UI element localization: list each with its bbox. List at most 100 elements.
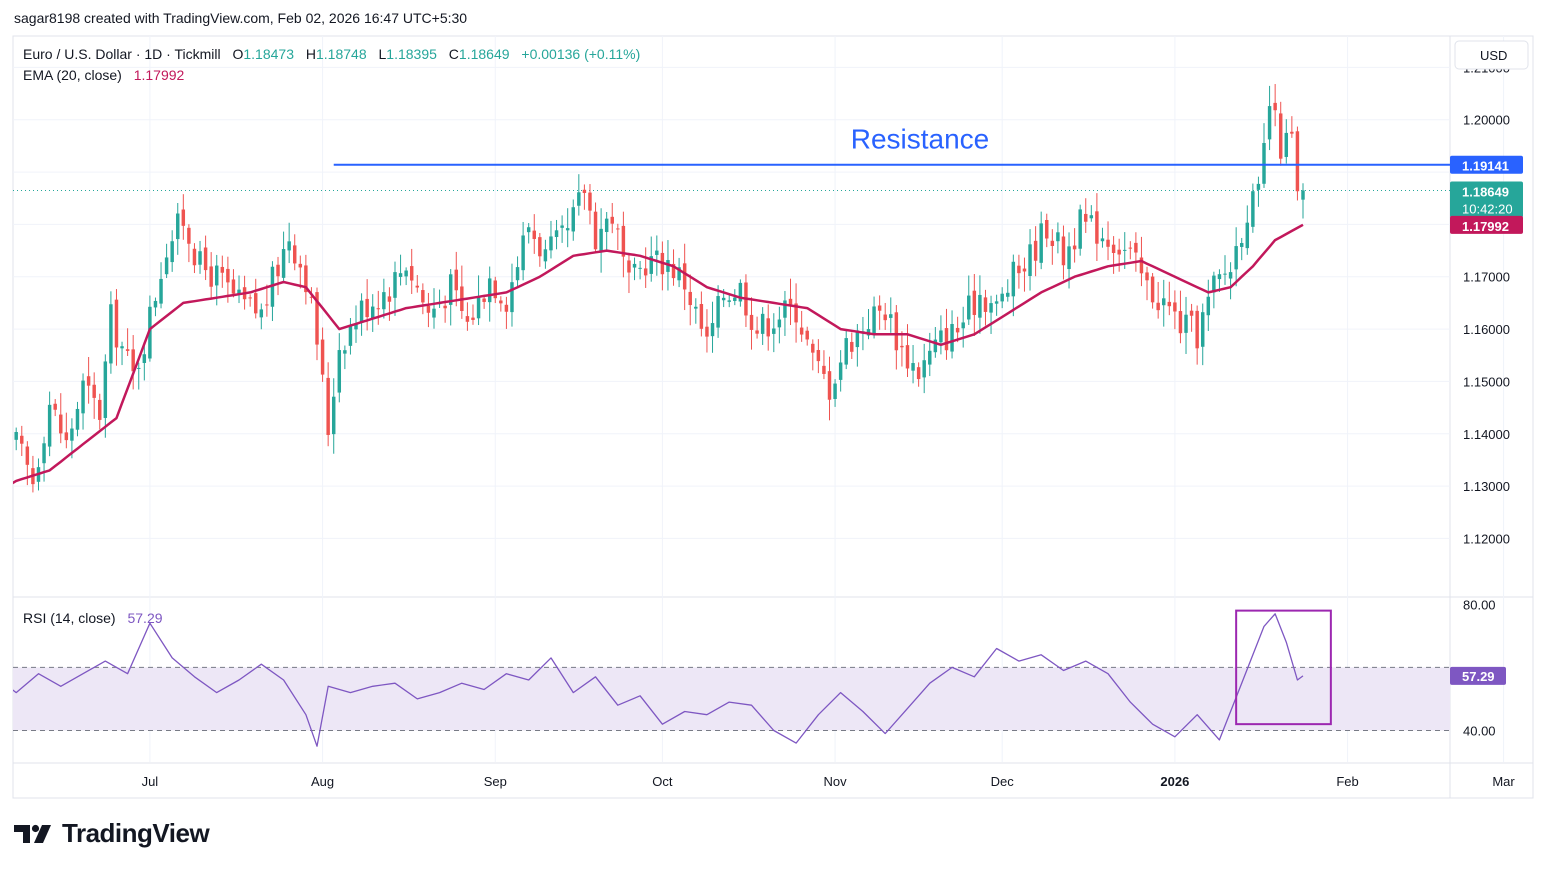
candle-body bbox=[1150, 276, 1155, 303]
candle-body bbox=[176, 213, 180, 240]
candle-body bbox=[1206, 296, 1211, 316]
candle-body bbox=[382, 292, 386, 310]
candle-body bbox=[131, 349, 135, 372]
candle-body bbox=[933, 339, 938, 353]
candle-body bbox=[521, 235, 525, 271]
currency-label: USD bbox=[1480, 48, 1507, 63]
candle-body bbox=[309, 296, 314, 298]
candle-body bbox=[699, 304, 704, 329]
candle-body bbox=[103, 361, 108, 418]
currency-badge[interactable] bbox=[1454, 40, 1529, 70]
candle-body bbox=[610, 216, 614, 224]
ema-badge-text: 1.17992 bbox=[1462, 219, 1509, 234]
candle-body bbox=[816, 350, 821, 362]
tradingview-logo[interactable]: TradingView bbox=[14, 818, 210, 849]
candle-body bbox=[1000, 293, 1004, 302]
candle-body bbox=[215, 265, 219, 286]
price-tick-label: 1.13000 bbox=[1463, 479, 1510, 494]
candle-body bbox=[365, 298, 369, 318]
candle-body bbox=[1061, 236, 1066, 266]
candle-body bbox=[928, 350, 932, 365]
candle-body bbox=[616, 228, 620, 230]
candle-body bbox=[142, 354, 147, 363]
candle-body bbox=[287, 241, 291, 251]
candle-body bbox=[1072, 245, 1077, 250]
candle-body bbox=[950, 323, 954, 352]
candle-body bbox=[649, 256, 653, 274]
open-label: O bbox=[232, 46, 243, 62]
candle-body bbox=[1045, 219, 1049, 239]
resistance-badge-text: 1.19141 bbox=[1462, 159, 1509, 174]
candle-body bbox=[64, 432, 69, 441]
candle-body bbox=[320, 339, 325, 375]
candle-body bbox=[75, 408, 80, 430]
candle-body bbox=[994, 301, 999, 304]
candle-body bbox=[359, 300, 364, 323]
candle-body bbox=[666, 260, 670, 272]
candle-body bbox=[922, 360, 926, 378]
rsi-tick-label: 80.00 bbox=[1463, 597, 1496, 612]
candle-body bbox=[705, 326, 709, 337]
candle-body bbox=[1095, 211, 1099, 244]
time-tick-label: Feb bbox=[1336, 774, 1358, 789]
candle-body bbox=[1128, 247, 1133, 249]
candle-body bbox=[1228, 272, 1233, 279]
resistance-badge bbox=[1450, 155, 1523, 174]
price-tick-label: 1.17000 bbox=[1463, 270, 1510, 285]
rsi-line bbox=[13, 613, 1304, 747]
candle-body bbox=[259, 309, 264, 318]
candle-body bbox=[955, 327, 960, 333]
candle-body bbox=[393, 272, 397, 298]
candle-body bbox=[766, 318, 770, 337]
candle-body bbox=[543, 249, 548, 262]
candle-body bbox=[331, 396, 336, 435]
close-label: C bbox=[449, 46, 459, 62]
candle-body bbox=[1256, 183, 1261, 190]
candle-body bbox=[499, 300, 503, 304]
price-tick-label: 1.15000 bbox=[1463, 374, 1510, 389]
price-tick-label: 1.14000 bbox=[1463, 427, 1510, 442]
candle-body bbox=[443, 305, 447, 309]
candle-body bbox=[1078, 209, 1082, 249]
candle-body bbox=[254, 293, 258, 314]
candle-body bbox=[532, 230, 536, 239]
candle-body bbox=[70, 428, 74, 441]
candle-body bbox=[1167, 301, 1172, 307]
candle-body bbox=[1156, 302, 1160, 311]
candle-body bbox=[643, 268, 648, 276]
candle-body bbox=[838, 362, 843, 380]
candle-body bbox=[799, 327, 804, 335]
candle-body bbox=[894, 312, 899, 351]
time-axis[interactable]: JunJulAugSepOctNovDec2026FebMar bbox=[0, 774, 1516, 789]
candle-body bbox=[1100, 238, 1105, 242]
candle-body bbox=[1056, 232, 1060, 242]
candle-body bbox=[482, 298, 486, 302]
rsi-badge-text: 57.29 bbox=[1462, 669, 1495, 684]
candle-body bbox=[560, 225, 564, 228]
low-label: L bbox=[379, 46, 387, 62]
low-value: 1.18395 bbox=[386, 46, 437, 62]
candle-body bbox=[47, 404, 52, 447]
resistance-group[interactable]: Resistance bbox=[333, 124, 1450, 166]
price-axis[interactable]: 1.210001.200001.180001.170001.160001.150… bbox=[1450, 60, 1523, 738]
candle-body bbox=[164, 257, 169, 275]
candle-body bbox=[1273, 102, 1277, 111]
candle-body bbox=[504, 304, 509, 312]
candle-body bbox=[415, 285, 420, 288]
candle-body bbox=[1189, 310, 1194, 316]
candle-body bbox=[760, 313, 765, 334]
chart-credit: sagar8198 created with TradingView.com, … bbox=[14, 10, 468, 26]
candle-body bbox=[916, 367, 921, 380]
candle-body bbox=[1134, 242, 1138, 253]
ema-label: EMA (20, close) bbox=[23, 67, 122, 83]
candle-body bbox=[376, 308, 381, 310]
candle-body bbox=[905, 345, 910, 369]
candle-body bbox=[326, 377, 330, 435]
candle-body bbox=[1173, 302, 1177, 312]
candle-body bbox=[1301, 190, 1305, 200]
candle-body bbox=[755, 330, 759, 334]
rsi-highlight-box[interactable] bbox=[1235, 609, 1332, 726]
candle-body bbox=[1201, 312, 1205, 347]
candle-body bbox=[1234, 246, 1238, 270]
